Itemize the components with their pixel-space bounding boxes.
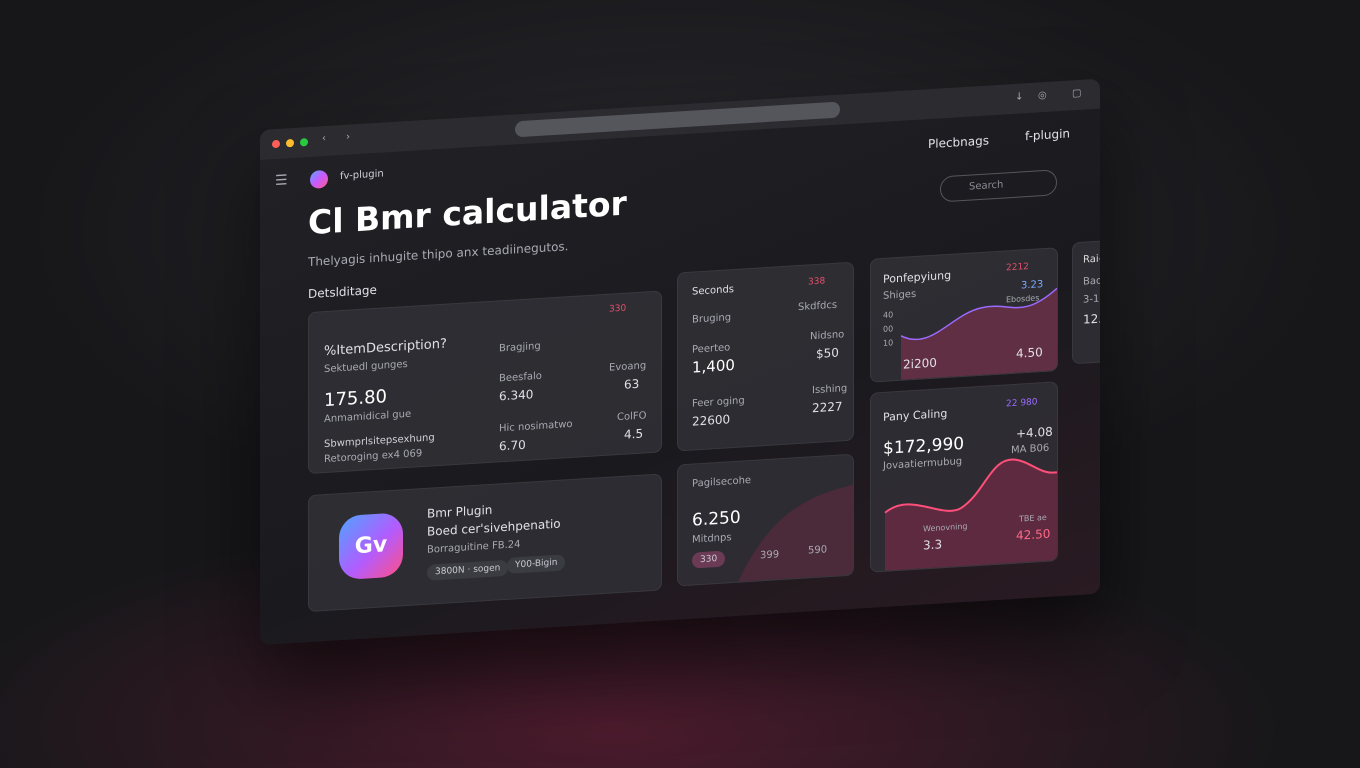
- sidebar-icon[interactable]: ▢: [1072, 87, 1082, 100]
- chip[interactable]: Y00-Bigin: [507, 554, 566, 574]
- row-label: Isshing: [812, 383, 848, 397]
- plugin-subtitle: Borraguitine FB.24: [427, 539, 521, 556]
- search-box[interactable]: Search: [940, 169, 1057, 203]
- badge: 2212: [1006, 261, 1029, 274]
- footer-value: 42.50: [1016, 526, 1051, 543]
- line: [900, 287, 1057, 341]
- plugin-title: Bmr Plugin: [427, 502, 493, 521]
- chip-text: 590: [808, 544, 828, 557]
- row-value: 4.5: [624, 426, 644, 442]
- page-subtitle: Thelyagis inhugite thipo anx teadiinegut…: [308, 239, 569, 270]
- download-icon[interactable]: ↓: [1015, 91, 1024, 103]
- footer-label: TBE ae: [1019, 512, 1047, 524]
- chip[interactable]: 330: [692, 550, 726, 569]
- axis-label: 00: [883, 324, 894, 334]
- row-label: Feer oging: [692, 395, 745, 410]
- column-header: Skdfdcs: [798, 299, 838, 314]
- card-title: Seconds: [692, 284, 735, 298]
- badge: 22 980: [1006, 397, 1038, 410]
- menu-item[interactable]: Plecbnags: [928, 133, 989, 152]
- badge: 338: [808, 276, 826, 288]
- row-value: 2227: [812, 399, 843, 416]
- ponfe-card: Ponfepyiung 2212 Shiges 3.23 Ebosdes 40 …: [870, 247, 1058, 383]
- back-button[interactable]: ‹: [322, 132, 326, 145]
- card-footer: 2i200: [903, 355, 937, 372]
- menu-item[interactable]: f-plugin: [1025, 126, 1071, 144]
- decor-chart: [884, 458, 1057, 571]
- line: [884, 458, 1057, 514]
- row-label: Nidsno: [810, 329, 845, 343]
- close-button[interactable]: [272, 139, 280, 149]
- page-title: Cl Bmr calculator: [308, 183, 627, 243]
- row-label: Peerteo: [692, 342, 731, 356]
- plugin-line: Boed cer'sivehpenatio: [427, 516, 561, 539]
- card-value: 6.250: [692, 507, 741, 531]
- forward-button[interactable]: ›: [346, 131, 350, 143]
- column-header: Bragjing: [499, 340, 541, 355]
- area: [901, 288, 1057, 380]
- row-value: 6.70: [499, 437, 526, 454]
- card-value: 3.23: [1021, 279, 1044, 292]
- partial-card: Rai- Bao 3-1 12.2: [1072, 238, 1100, 365]
- card-title: %ItemDescription?: [324, 336, 447, 360]
- browser-window: ‹ › ↓ ◎ ▢ ☰ fv-plugin Plecbnags f-plugin…: [260, 78, 1100, 645]
- info-icon[interactable]: ◎: [1038, 89, 1047, 102]
- minimize-button[interactable]: [286, 138, 294, 148]
- row-label: Evoang: [609, 360, 647, 374]
- maximize-button[interactable]: [300, 138, 308, 147]
- side-value: +4.08: [1016, 424, 1053, 441]
- card-title: Rai-: [1083, 253, 1100, 266]
- decor-chart: [900, 287, 1057, 380]
- card-line: 3-1: [1083, 293, 1100, 306]
- column-header: Bruging: [692, 312, 732, 326]
- wave: [738, 484, 853, 582]
- area: [885, 459, 1057, 571]
- page-card: Pagilsecohe 6.250 Mitdnps 330 399 590: [677, 453, 854, 587]
- row-label: ColFO: [617, 410, 647, 424]
- seconds-card: Seconds 338 Bruging Skdfdcs Peerteo 1,40…: [677, 261, 854, 452]
- card-line: Bao: [1083, 275, 1100, 288]
- card-footer: 4.50: [1016, 345, 1043, 361]
- decor-wave: [738, 484, 853, 582]
- footer-value: 3.3: [923, 537, 943, 553]
- row-value: $50: [816, 345, 839, 361]
- badge: 330: [609, 303, 627, 315]
- address-bar[interactable]: [515, 101, 840, 138]
- axis-label: 40: [883, 310, 894, 320]
- row-label: Beesfalo: [499, 370, 542, 385]
- summary-card: 330 %ItemDescription? Sektuedl gunges 17…: [308, 290, 662, 475]
- pany-card: Pany Caling 22 980 $172,990 Jovaatiermub…: [870, 381, 1058, 573]
- row-label: Hic nosimatwo: [499, 418, 573, 435]
- app-name: fv-plugin: [340, 168, 384, 183]
- section-label: Detslditage: [308, 282, 377, 302]
- chip[interactable]: 3800N · sogen: [427, 559, 509, 581]
- card-caption: Anmamidical gue: [324, 408, 412, 426]
- app-logo: [310, 169, 328, 189]
- row-value: 6.340: [499, 387, 534, 404]
- menu-icon[interactable]: ☰: [275, 172, 288, 190]
- row-value: 1,400: [692, 355, 735, 377]
- axis-label: 10: [883, 338, 894, 348]
- row-value: 22600: [692, 412, 731, 429]
- plugin-card: Gv Bmr Plugin Boed cer'sivehpenatio Borr…: [308, 473, 662, 613]
- chip-text: 399: [760, 549, 780, 562]
- card-subtitle: Sektuedl gunges: [324, 358, 408, 376]
- card-line: 12.2: [1083, 311, 1100, 327]
- card-value: 175.80: [324, 386, 387, 412]
- card-subtitle: Shiges: [883, 288, 917, 302]
- plugin-logo: Gv: [339, 512, 403, 581]
- row-value: 63: [624, 376, 640, 392]
- side-label: MA B06: [1011, 442, 1050, 457]
- list-item: Retoroging ex4 069: [324, 448, 423, 466]
